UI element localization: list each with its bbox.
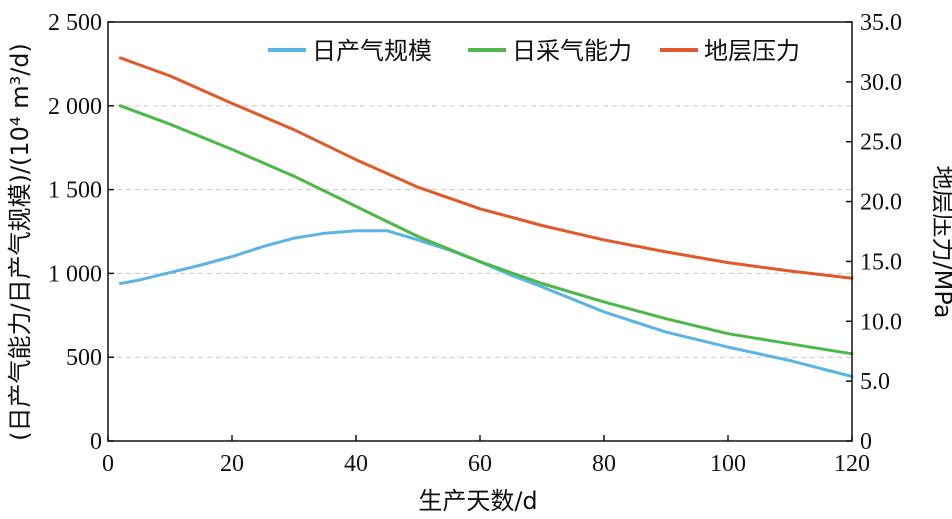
right-y-axis-title: 地层压力/MPa xyxy=(929,166,952,319)
x-tick-label: 80 xyxy=(592,451,616,477)
right-y-tick-label: 30.0 xyxy=(860,70,902,96)
right-y-tick-label: 10.0 xyxy=(860,309,902,335)
right-y-tick-label: 15.0 xyxy=(860,249,902,275)
right-y-tick-label: 25.0 xyxy=(860,130,902,156)
left-y-tick-label: 0 xyxy=(90,429,102,455)
left-y-axis-title: (日产气能力/日产气规模)/(10⁴ m³/d) xyxy=(6,43,34,441)
left-y-tick-label: 1 000 xyxy=(48,261,102,287)
series-line-2 xyxy=(118,104,854,356)
left-y-tick-label: 1 500 xyxy=(48,178,102,204)
legend: 日产气规模 日采气能力 地层压力 xyxy=(268,37,800,65)
x-tick-label: 60 xyxy=(468,451,492,477)
x-tick-label: 0 xyxy=(102,451,114,477)
right-y-tick-label: 20.0 xyxy=(860,190,902,216)
x-tick-label: 20 xyxy=(220,451,244,477)
legend-label-3: 地层压力 xyxy=(704,37,800,65)
series-line-1 xyxy=(118,229,854,378)
left-y-tick-label: 2 000 xyxy=(48,94,102,120)
right-y-tick-label: 0 xyxy=(860,429,872,455)
x-tick-label: 120 xyxy=(834,451,870,477)
series-line-3 xyxy=(118,56,854,280)
x-tick-label: 40 xyxy=(344,451,368,477)
plot-frame xyxy=(107,21,853,442)
x-axis-title: 生产天数/d xyxy=(418,487,537,515)
legend-label-1: 日产气规模 xyxy=(312,37,432,65)
legend-label-2: 日采气能力 xyxy=(512,37,632,65)
x-tick-label: 100 xyxy=(710,451,746,477)
axes xyxy=(107,21,853,442)
right-y-tick-label: 5.0 xyxy=(860,369,890,395)
series-lines xyxy=(118,56,854,378)
right-y-tick-label: 35.0 xyxy=(860,10,902,36)
grid-lines xyxy=(108,105,852,358)
left-y-tick-label: 2 500 xyxy=(48,10,102,36)
left-y-tick-label: 500 xyxy=(66,345,102,371)
